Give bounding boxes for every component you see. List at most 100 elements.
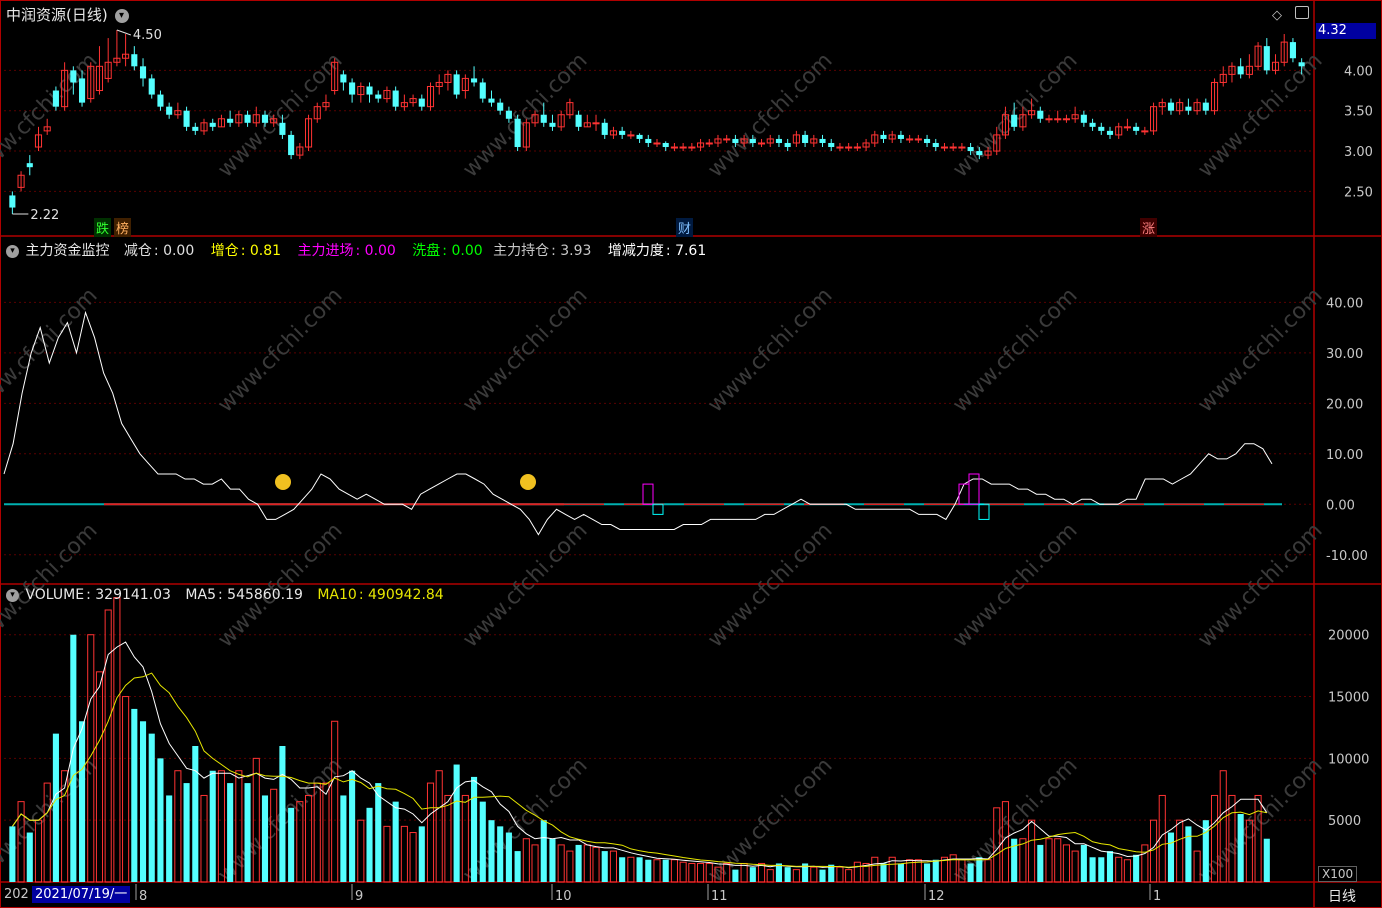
- volume-bar: [949, 854, 957, 883]
- stock-title: 中润资源(日线): [6, 6, 108, 24]
- candle-body: [670, 146, 678, 149]
- volume-bar: [1245, 819, 1253, 883]
- candle-body: [366, 86, 373, 95]
- volume-bar: [705, 862, 713, 883]
- event-tag-zhang[interactable]: 涨: [1140, 218, 1158, 237]
- event-tag-bang[interactable]: 榜: [114, 218, 132, 237]
- volume-tick-label: 20000: [1328, 629, 1369, 644]
- window-icon[interactable]: [1295, 6, 1309, 19]
- volume-bar: [104, 609, 112, 883]
- volume-bar: [217, 770, 225, 883]
- volume-bar: [209, 770, 216, 882]
- candle-body: [714, 138, 722, 144]
- watermark-text: www.cfchi.com: [1193, 48, 1327, 182]
- candle-body: [732, 138, 739, 143]
- volume-bar: [70, 634, 77, 882]
- candle-body: [444, 73, 452, 83]
- candle-body: [252, 114, 260, 124]
- watermark-text: www.cfchi.com: [1193, 753, 1327, 887]
- date-cursor-box[interactable]: 2021/07/19/一: [32, 886, 131, 903]
- candle-body: [1001, 114, 1010, 136]
- volume-bar: [679, 861, 687, 883]
- volume-bar: [471, 776, 478, 882]
- volume-bar: [531, 844, 539, 883]
- label-zengcang: 增仓: 0.81: [210, 243, 282, 259]
- candle-body: [1185, 106, 1192, 111]
- volume-bar: [1167, 832, 1175, 882]
- candle-body: [1263, 46, 1270, 71]
- indicator-tick-label: -10.00: [1326, 549, 1368, 564]
- volume-bar: [1019, 838, 1027, 883]
- volume-bar: [828, 864, 835, 882]
- volume-bar: [1150, 819, 1158, 883]
- volume-bar: [17, 801, 25, 883]
- candle-body: [601, 122, 608, 135]
- volume-bar: [1254, 794, 1262, 883]
- month-label: 8: [139, 889, 147, 904]
- price-tick-label: 3.50: [1344, 105, 1373, 120]
- volume-bar: [1080, 844, 1087, 882]
- volume-bar: [296, 801, 304, 883]
- candle-body: [914, 138, 922, 141]
- event-tag-cai[interactable]: 财: [676, 218, 694, 237]
- volume-header[interactable]: ▾ VOLUME: 329141.03 MA5: 545860.19 MA10:…: [6, 587, 448, 603]
- candle-body: [349, 82, 356, 95]
- volume-bar: [845, 869, 853, 883]
- candle-body: [749, 138, 756, 143]
- candle-body: [1037, 110, 1044, 119]
- volume-tick-label: 10000: [1328, 752, 1369, 767]
- volume-bar: [453, 764, 460, 882]
- watermark-text: www.cfchi.com: [458, 48, 592, 182]
- candle-body: [1298, 62, 1305, 67]
- candle-body: [95, 65, 104, 92]
- volume-bar: [435, 770, 443, 883]
- candle-body: [78, 78, 86, 103]
- chevron-down-icon[interactable]: ▾: [6, 588, 19, 602]
- volume-bar: [113, 597, 121, 883]
- candle-body: [522, 122, 530, 148]
- volume-bar: [880, 863, 887, 882]
- volume-bar: [304, 794, 313, 883]
- volume-bar: [227, 783, 234, 882]
- volume-bar: [139, 721, 147, 882]
- event-tag-die[interactable]: 跌: [94, 218, 112, 237]
- volume-bar: [331, 720, 339, 883]
- chevron-down-icon[interactable]: ▾: [114, 8, 129, 23]
- volume-bar: [400, 825, 408, 883]
- candle-body: [592, 122, 600, 125]
- volume-bar: [52, 733, 59, 882]
- candle-body: [17, 174, 25, 188]
- chart-title-bar[interactable]: 中润资源(日线) ▾: [6, 4, 131, 25]
- zhuli-jinchang-bar: [968, 473, 980, 505]
- period-button[interactable]: 日线: [1328, 889, 1356, 905]
- candle-body: [888, 134, 896, 140]
- volume-bar: [1263, 838, 1270, 882]
- month-label: 12: [928, 889, 945, 904]
- label-jiancang: 减仓: 0.00: [123, 243, 195, 259]
- candle-body: [1106, 130, 1114, 135]
- candle-body: [244, 114, 251, 123]
- volume-bar: [174, 770, 182, 883]
- candle-body: [1062, 118, 1070, 121]
- volume-bar: [1210, 794, 1219, 883]
- volume-bar: [1228, 794, 1236, 883]
- volume-bar: [1089, 857, 1096, 882]
- candle-body: [505, 110, 512, 119]
- volume-bar: [1106, 851, 1114, 882]
- candle-body: [43, 126, 51, 132]
- low-marker-label: 2.22: [30, 208, 59, 223]
- ma10-line: [11, 672, 1267, 868]
- candle-body: [1271, 61, 1280, 71]
- volume-bar: [924, 863, 931, 882]
- diamond-icon[interactable]: ◇: [1272, 8, 1282, 23]
- volume-bar: [662, 859, 669, 882]
- label-zhuli-chicang: 主力持仓: 3.93: [493, 243, 592, 259]
- volume-bar: [340, 795, 347, 882]
- volume-bar: [940, 856, 949, 883]
- indicator-header[interactable]: ▾ 主力资金监控 减仓: 0.00 增仓: 0.81 主力进场: 0.00 洗盘…: [6, 240, 710, 260]
- volume-bar: [766, 869, 774, 883]
- indicator-tick-label: 40.00: [1326, 296, 1363, 311]
- volume-bar: [836, 866, 844, 883]
- chevron-down-icon[interactable]: ▾: [6, 244, 19, 258]
